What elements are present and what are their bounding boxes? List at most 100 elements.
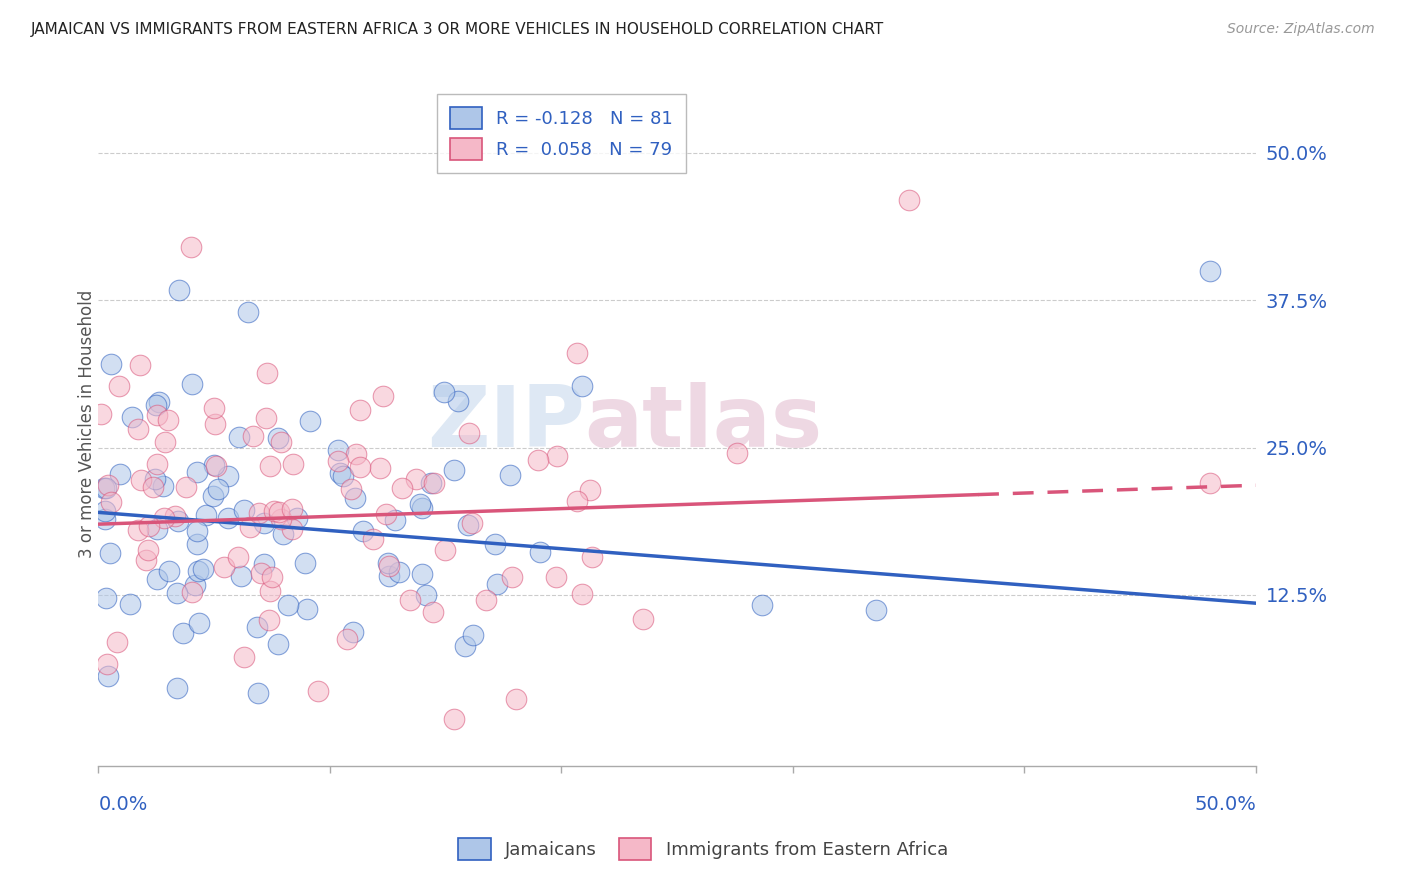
Point [138,519,160,533]
Point [249,506,271,520]
Point [236,305,259,319]
Point [142,480,165,494]
Point [631,612,654,626]
Point [186,537,208,551]
Point [174,480,197,494]
Text: 50.0%: 50.0% [1194,796,1256,814]
Point [205,459,228,474]
Point [298,414,321,428]
Point [166,585,188,599]
Point [1198,263,1220,277]
Point [98,546,121,560]
Point [136,542,159,557]
Point [129,359,152,373]
Point [232,650,254,665]
Point [423,476,446,491]
Point [405,473,427,487]
Point [121,410,143,425]
Point [865,602,887,616]
Point [343,491,366,505]
Point [148,394,170,409]
Point [571,587,593,601]
Point [391,481,413,495]
Point [454,640,477,654]
Point [180,240,202,254]
Point [195,508,218,522]
Point [167,514,190,528]
Point [499,467,522,482]
Point [256,366,278,380]
Point [131,473,153,487]
Point [277,598,299,612]
Point [447,393,470,408]
Point [546,570,568,584]
Point [184,578,207,592]
Point [94,512,117,526]
Point [411,567,433,582]
Point [270,512,292,526]
Point [135,553,157,567]
Text: ZIP: ZIP [427,383,585,466]
Point [253,557,276,571]
Point [152,479,174,493]
Point [127,524,149,538]
Point [281,522,304,536]
Point [163,509,186,524]
Point [270,435,292,450]
Point [257,613,280,627]
Point [180,376,202,391]
Point [239,519,262,533]
Point [97,478,120,492]
Point [368,461,391,475]
Point [571,379,593,393]
Point [172,626,194,640]
Point [361,533,384,547]
Point [94,504,117,518]
Text: Source: ZipAtlas.com: Source: ZipAtlas.com [1227,22,1375,37]
Point [377,556,399,570]
Point [529,544,551,558]
Point [415,588,437,602]
Point [374,507,396,521]
Point [349,402,371,417]
Point [332,469,354,483]
Point [285,511,308,525]
Point [152,511,174,525]
Point [253,516,276,530]
Point [505,692,527,706]
Point [143,472,166,486]
Point [120,597,142,611]
Point [433,384,456,399]
Point [90,407,112,421]
Point [107,378,129,392]
Point [411,500,433,515]
Point [254,411,277,425]
Point [377,569,399,583]
Point [217,511,239,525]
Point [458,426,481,441]
Point [349,459,371,474]
Point [193,562,215,576]
Text: 0.0%: 0.0% [98,796,148,814]
Point [266,432,288,446]
Point [186,524,208,538]
Point [897,193,920,207]
Point [167,283,190,297]
Point [342,625,364,640]
Point [204,417,226,431]
Point [422,606,444,620]
Point [501,570,523,584]
Y-axis label: 3 or more Vehicles in Household: 3 or more Vehicles in Household [79,290,96,558]
Point [97,669,120,683]
Point [153,434,176,449]
Text: JAMAICAN VS IMMIGRANTS FROM EASTERN AFRICA 3 OR MORE VEHICLES IN HOUSEHOLD CORRE: JAMAICAN VS IMMIGRANTS FROM EASTERN AFRI… [31,22,884,37]
Point [281,502,304,516]
Point [266,637,288,651]
Legend: Jamaicans, Immigrants from Eastern Africa: Jamaicans, Immigrants from Eastern Afric… [451,830,955,867]
Point [201,489,224,503]
Point [207,482,229,496]
Point [202,401,225,415]
Point [263,503,285,517]
Point [146,572,169,586]
Point [233,502,256,516]
